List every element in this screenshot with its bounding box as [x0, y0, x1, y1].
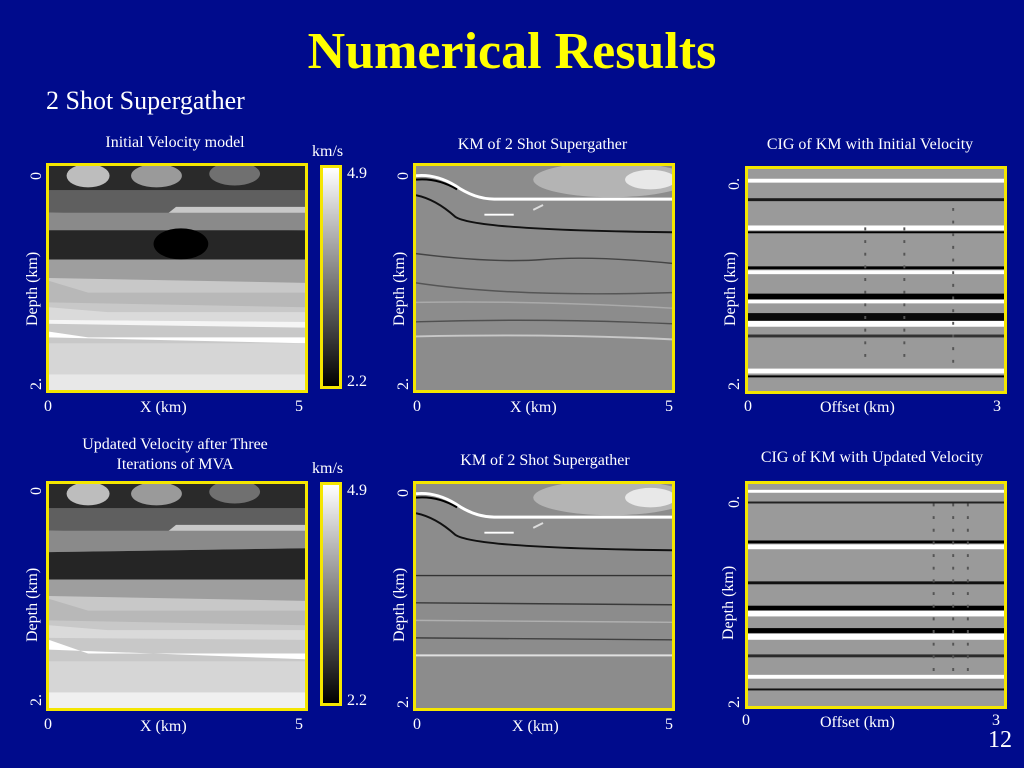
- ytick-top: 0: [395, 489, 412, 497]
- slide-subtitle: 2 Shot Supergather: [46, 86, 245, 115]
- slide-title: Numerical Results: [307, 23, 717, 80]
- initial-velocity-image: [49, 166, 305, 390]
- page-number: 12: [988, 727, 1012, 753]
- updated-velocity-image: [49, 484, 305, 708]
- colorbar-max: 4.9: [347, 165, 367, 182]
- km-image-top: [416, 166, 672, 390]
- ytick-top: 0.: [726, 496, 743, 508]
- colorbar-bottom: [320, 482, 342, 706]
- ytick-top: 0: [28, 487, 45, 495]
- xlabel-offset: Offset (km): [820, 714, 895, 731]
- caption-km-top: KM of 2 Shot Supergather: [457, 136, 628, 153]
- xlabel-offset: Offset (km): [820, 399, 895, 416]
- colorbar-top: [320, 165, 342, 389]
- caption-initial-velocity: Initial Velocity model: [105, 134, 245, 151]
- ylabel-depth: Depth (km): [24, 251, 41, 326]
- ytick-bottom: 2.: [395, 696, 412, 708]
- caption-km-bottom: KM of 2 Shot Supergather: [460, 452, 630, 469]
- xtick-min: 0: [413, 716, 421, 733]
- xtick-min: 0: [44, 716, 52, 733]
- xlabel-x: X (km): [510, 399, 557, 416]
- xtick-max: 5: [295, 716, 303, 733]
- xtick-max: 5: [665, 716, 673, 733]
- ytick-bottom: 2.: [395, 378, 412, 390]
- ylabel-depth: Depth (km): [722, 251, 739, 326]
- xlabel-x: X (km): [140, 718, 187, 735]
- xlabel-x: X (km): [512, 718, 559, 735]
- caption-cig-initial: CIG of KM with Initial Velocity: [766, 136, 974, 153]
- ylabel-depth: Depth (km): [391, 251, 408, 326]
- cig-updated-image: [748, 484, 1004, 706]
- cig-initial-image: [748, 169, 1004, 391]
- updated-velocity-panel: [46, 481, 308, 711]
- ylabel-depth: Depth (km): [24, 567, 41, 642]
- km-image-bottom: [416, 484, 672, 708]
- ytick-bottom: 2.: [28, 694, 45, 706]
- xtick-min: 0: [44, 398, 52, 415]
- xtick-max: 5: [665, 398, 673, 415]
- km-image-panel-bottom: [413, 481, 675, 711]
- colorbar-min: 2.2: [347, 373, 367, 390]
- ytick-top: 0: [395, 172, 412, 180]
- ytick-bottom: 2.: [726, 696, 743, 708]
- initial-velocity-panel: [46, 163, 308, 393]
- caption-updated-velocity: Updated Velocity after Three Iterations …: [50, 435, 300, 475]
- xtick-min: 0: [742, 712, 750, 729]
- xtick-max: 3: [992, 712, 1000, 729]
- xtick-min: 0: [413, 398, 421, 415]
- caption-line-1: Updated Velocity after Three: [82, 436, 268, 453]
- colorbar-max: 4.9: [347, 482, 367, 499]
- colorbar-unit: km/s: [312, 460, 344, 477]
- colorbar-min: 2.2: [347, 692, 367, 709]
- ytick-bottom: 2.: [28, 378, 45, 390]
- xtick-max: 3: [993, 398, 1001, 415]
- cig-initial-panel: [745, 166, 1007, 394]
- ytick-bottom: 2.: [726, 378, 743, 390]
- xtick-max: 5: [295, 398, 303, 415]
- ytick-top: 0.: [726, 178, 743, 190]
- xtick-min: 0: [744, 398, 752, 415]
- ylabel-depth: Depth (km): [720, 565, 737, 640]
- caption-cig-updated: CIG of KM with Updated Velocity: [760, 449, 984, 466]
- xlabel-x: X (km): [140, 399, 187, 416]
- caption-line-2: Iterations of MVA: [116, 456, 234, 473]
- ytick-top: 0: [28, 172, 45, 180]
- km-image-panel-top: [413, 163, 675, 393]
- ylabel-depth: Depth (km): [391, 567, 408, 642]
- colorbar-unit: km/s: [312, 143, 344, 160]
- cig-updated-panel: [745, 481, 1007, 709]
